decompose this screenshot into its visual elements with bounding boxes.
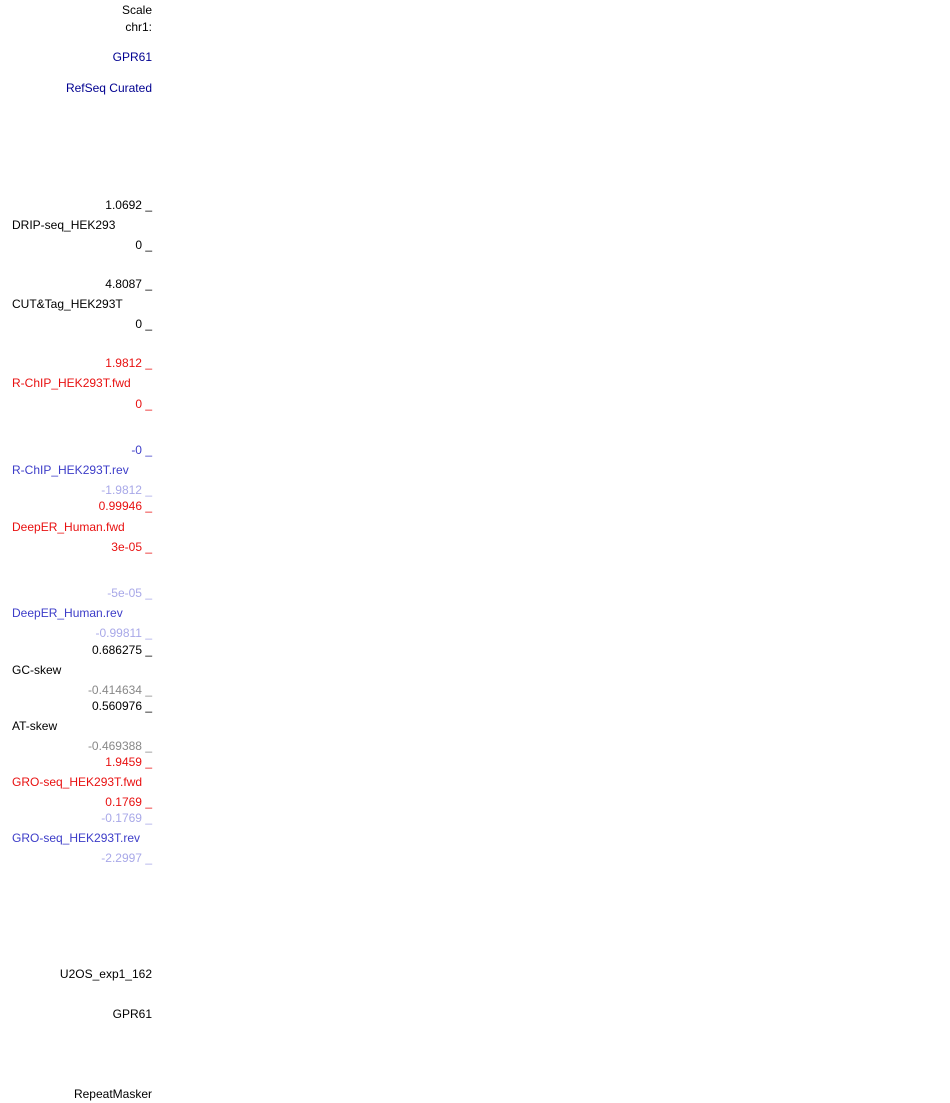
track-max-value-gro-seq-fwd: 1.9459 _ (105, 755, 152, 769)
track-max-value-drip-seq: 1.0692 _ (105, 198, 152, 212)
track-max-value-deeper-rev: -5e-05 _ (107, 586, 152, 600)
scale-label: Scale (121, 3, 152, 17)
track-max-value-at-skew: 0.560976 _ (91, 699, 152, 713)
track-name-gro-seq-fwd[interactable]: GRO-seq_HEK293T.fwd (12, 775, 143, 789)
track-name-rchip-fwd[interactable]: R-ChIP_HEK293T.fwd (12, 376, 131, 390)
track-name-at-skew[interactable]: AT-skew (12, 719, 58, 733)
track-name-gro-seq-rev[interactable]: GRO-seq_HEK293T.rev (12, 831, 141, 845)
track-name-rchip-rev[interactable]: R-ChIP_HEK293T.rev (12, 463, 129, 477)
track-min-value-at-skew: -0.469388 _ (87, 739, 152, 753)
track-max-value-deeper-fwd: 0.99946 _ (98, 499, 152, 513)
track-label-repeatmasker[interactable]: RepeatMasker (73, 1087, 152, 1101)
track-name-deeper-fwd[interactable]: DeepER_Human.fwd (12, 520, 125, 534)
track-max-value-gc-skew: 0.686275 _ (91, 643, 152, 657)
track-min-value-rchip-rev: -1.9812 _ (101, 483, 152, 497)
track-name-gc-skew[interactable]: GC-skew (12, 663, 62, 677)
track-name-drip-seq[interactable]: DRIP-seq_HEK293 (12, 218, 116, 232)
track-max-value-rchip-fwd: 1.9812 _ (105, 356, 152, 370)
track-max-value-gro-seq-rev: -0.1769 _ (101, 811, 152, 825)
track-plot-area[interactable] (153, 0, 950, 1103)
track-min-value-gro-seq-fwd: 0.1769 _ (105, 795, 152, 809)
track-name-cut-tag[interactable]: CUT&Tag_HEK293T (12, 297, 123, 311)
track-min-value-deeper-rev: -0.99811 _ (95, 626, 153, 640)
track-min-value-rchip-fwd: 0 _ (135, 397, 152, 411)
track-max-value-cut-tag: 4.8087 _ (105, 277, 152, 291)
track-min-value-gc-skew: -0.414634 _ (87, 683, 152, 697)
track-label-u2os[interactable]: U2OS_exp1_162 (59, 967, 152, 981)
chromosome-position-label: chr1: (125, 20, 152, 34)
track-min-value-gro-seq-rev: -2.2997 _ (101, 851, 152, 865)
track-min-value-drip-seq: 0 _ (135, 238, 152, 252)
track-max-value-rchip-rev: -0 _ (131, 443, 152, 457)
gene-label-gpr61[interactable]: GPR61 (112, 50, 152, 64)
track-min-value-deeper-fwd: 3e-05 _ (111, 540, 152, 554)
track-label-refseq-curated[interactable]: RefSeq Curated (65, 81, 152, 95)
gene-label-gpr61-bottom[interactable]: GPR61 (112, 1007, 152, 1021)
track-min-value-cut-tag: 0 _ (135, 317, 152, 331)
track-name-deeper-rev[interactable]: DeepER_Human.rev (12, 606, 123, 620)
